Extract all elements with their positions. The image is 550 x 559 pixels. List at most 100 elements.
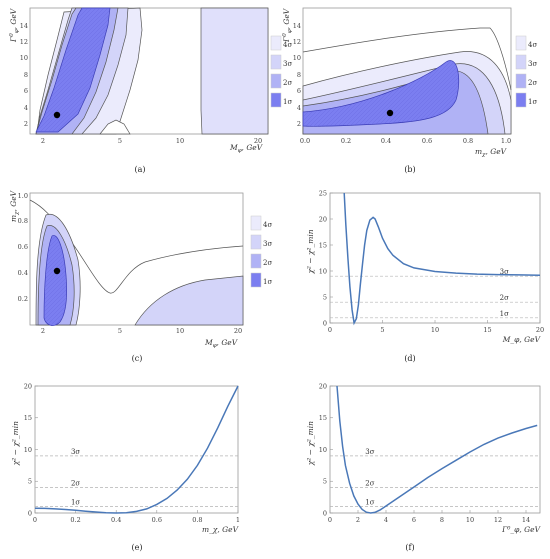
- panel-d-ytick: 20: [319, 215, 327, 223]
- panel-e-sigma-label: 2σ: [71, 480, 80, 488]
- panel-a-xlabel: Mφ, GeV: [229, 143, 264, 154]
- legend-label: 1σ: [263, 278, 272, 286]
- panel-e-ylabel: χ² − χ²_min: [11, 421, 20, 466]
- panel-a-ylabel: Γ0φ, GeV: [9, 7, 20, 43]
- legend-swatch-2sigma: [250, 253, 262, 269]
- panel-c-ytick: 0.2: [18, 295, 28, 303]
- panel-f-sigma-label: 1σ: [365, 499, 374, 507]
- panel-a-ytick: 12: [20, 38, 28, 46]
- panel-b-legend: 4σ 3σ 2σ 1σ: [515, 35, 537, 108]
- panel-f-sigma-label: 3σ: [365, 448, 374, 456]
- panel-f-ytick: 5: [323, 478, 327, 486]
- caption-f: (f): [405, 543, 414, 552]
- panel-b: 2 4 6 8 10 12 14 0.0 0.2 0.4 0.6 0.8 1.0…: [282, 7, 537, 174]
- legend-swatch-4sigma: [270, 35, 282, 51]
- panel-b-hatch: [303, 60, 459, 127]
- panel-f-xtick: 6: [412, 516, 416, 524]
- panel-c-ylabel: mχ, GeV: [9, 189, 20, 222]
- panel-d-xtick: 15: [483, 326, 491, 334]
- panel-e-sigma-label: 1σ: [71, 499, 80, 507]
- panel-e-chi2-curve: [34, 385, 239, 514]
- panel-a-xtick: 5: [118, 137, 122, 145]
- panel-e-ytick: 10: [24, 446, 32, 454]
- panel-f-xtick: 12: [494, 516, 502, 524]
- panel-b-ytick: 2: [297, 120, 301, 128]
- panel-d-ytick: 5: [323, 293, 327, 301]
- panel-c-ytick: 0.4: [18, 269, 28, 277]
- panel-d-sigma-label: 3σ: [500, 268, 509, 276]
- panel-c-xtick: 2: [41, 327, 45, 335]
- panel-e-ytick: 15: [24, 414, 32, 422]
- panel-b-ylabel: Γ0φ, GeV: [282, 7, 293, 43]
- legend-label: 2σ: [283, 79, 292, 87]
- panel-b-contour-outer-line: [302, 27, 512, 91]
- panel-d-plot-frame: [329, 192, 541, 324]
- legend-swatch-4sigma: [515, 35, 527, 51]
- panel-f-ytick: 0: [323, 509, 327, 517]
- legend-label: 4σ: [283, 41, 292, 49]
- panel-a-ytick: 2: [24, 120, 28, 128]
- panel-a: 2 4 6 8 10 12 14 2 5 10 20 Mφ, GeV Γ0φ, …: [9, 7, 292, 174]
- panel-b-xtick: 0.0: [300, 137, 310, 145]
- panel-f-xtick: 8: [440, 516, 444, 524]
- panel-d-xtick: 5: [380, 326, 384, 334]
- panel-b-xtick: 1.0: [501, 137, 511, 145]
- panel-d-chi2-curve: [343, 192, 541, 326]
- panel-e-plot-frame: [34, 385, 239, 514]
- caption-a: (a): [134, 165, 145, 174]
- panel-c-ytick: 0.6: [18, 243, 28, 251]
- panel-e-sigma-label: 3σ: [71, 448, 80, 456]
- panel-c-y-ticks: 0.2 0.4 0.6 0.8 1.0: [18, 192, 28, 303]
- panel-b-xtick: 0.4: [381, 137, 391, 145]
- panel-f-ytick: 15: [319, 414, 327, 422]
- panel-e-xtick: 0.6: [152, 516, 162, 524]
- panel-f-xtick: 14: [522, 516, 530, 524]
- caption-e: (e): [132, 543, 143, 552]
- panel-e-xtick: 0: [33, 516, 37, 524]
- legend-swatch-1sigma: [515, 92, 527, 108]
- legend-swatch-1sigma: [270, 92, 282, 108]
- panel-a-ytick: 6: [24, 87, 28, 95]
- legend-label: 1σ: [528, 98, 537, 106]
- panel-e-ytick: 0: [28, 509, 32, 517]
- panel-c-ytick: 1.0: [18, 192, 28, 200]
- panel-b-x-ticks: 0.0 0.2 0.4 0.6 0.8 1.0: [300, 137, 511, 145]
- panel-c-xtick: 20: [234, 327, 242, 335]
- panel-d-ylabel: χ² − χ²_min: [306, 229, 315, 274]
- legend-swatch-3sigma: [270, 54, 282, 70]
- legend-label: 2σ: [528, 79, 537, 87]
- panel-d-xtick: 0: [328, 326, 332, 334]
- panel-a-xtick: 20: [254, 137, 262, 145]
- panel-f-xlabel: Γ⁰_φ, GeV: [501, 525, 541, 534]
- panel-a-xtick: 2: [41, 137, 45, 145]
- panel-f-xtick: 4: [384, 516, 388, 524]
- panel-d-ytick: 0: [323, 319, 327, 327]
- legend-label: 2σ: [263, 259, 272, 267]
- panel-f-ylabel: χ² − χ²_min: [306, 421, 315, 466]
- panel-c-hatch: [44, 235, 67, 326]
- panel-b-y-ticks: 2 4 6 8 10 12 14: [293, 22, 301, 128]
- panel-e-ytick: 20: [24, 382, 32, 390]
- panel-b-best-fit-point: [386, 109, 394, 117]
- panel-f-ytick: 20: [319, 382, 327, 390]
- panel-b-ytick: 8: [297, 71, 301, 79]
- caption-b: (b): [404, 165, 415, 174]
- panel-a-x-ticks: 2 5 10 20: [41, 137, 262, 145]
- panel-e-xlabel: m_χ, GeV: [202, 525, 240, 534]
- legend-label: 4σ: [263, 221, 272, 229]
- panel-f-xtick: 2: [356, 516, 360, 524]
- panel-c-legend: 4σ 3σ 2σ 1σ: [250, 215, 272, 288]
- legend-swatch-3sigma: [515, 54, 527, 70]
- panel-b-ytick: 4: [297, 104, 301, 112]
- panel-b-xtick: 0.6: [422, 137, 432, 145]
- panel-c: 0.2 0.4 0.6 0.8 1.0 2 5 10 20 Mφ, GeV mχ…: [9, 189, 272, 363]
- panel-a-ytick: 8: [24, 71, 28, 79]
- legend-label: 3σ: [528, 60, 537, 68]
- panel-d-ytick: 10: [319, 267, 327, 275]
- legend-swatch-1sigma: [250, 272, 262, 288]
- panel-d-xlabel: M_φ, GeV: [502, 335, 542, 344]
- panel-f-ytick: 10: [319, 446, 327, 454]
- legend-label: 3σ: [283, 60, 292, 68]
